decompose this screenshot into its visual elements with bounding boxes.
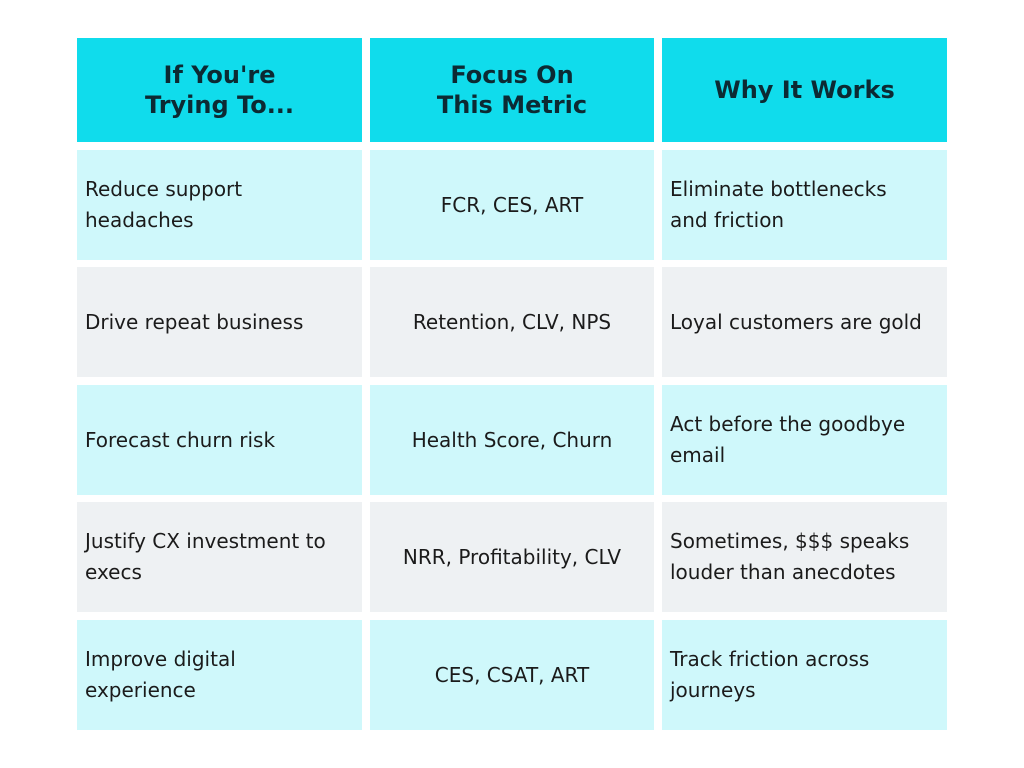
cell-text: Justify CX investment to <box>85 529 326 553</box>
table-cell: Eliminate bottlenecks and friction <box>662 150 947 260</box>
table-cell: Health Score, Churn <box>370 385 654 495</box>
cell-text: If You're <box>163 61 276 89</box>
table-cell: CES, CSAT, ART <box>370 620 654 730</box>
cell-text: Sometimes, $$$ speaks <box>670 529 910 553</box>
table-cell: Improve digital experience <box>77 620 362 730</box>
table-cell: Drive repeat business <box>77 267 362 377</box>
cell-text: Act before the goodbye <box>670 412 906 436</box>
cell-text: execs <box>85 560 142 584</box>
cell-text: FCR, CES, ART <box>440 192 584 217</box>
cell-text: and friction <box>670 208 785 232</box>
cell-text: Drive repeat business <box>85 309 304 334</box>
header-cell: Why It Works <box>662 38 947 142</box>
table-cell: Act before the goodbye email <box>662 385 947 495</box>
table-cell: Track friction across journeys <box>662 620 947 730</box>
cell-text: Improve digital <box>85 647 236 671</box>
table-cell: Loyal customers are gold <box>662 267 947 377</box>
cell-text: experience <box>85 678 196 702</box>
cell-text: Forecast churn risk <box>85 427 276 452</box>
cell-text: Loyal customers are gold <box>670 309 922 334</box>
table-cell: Forecast churn risk <box>77 385 362 495</box>
cell-text: NRR, Profitability, CLV <box>402 544 622 569</box>
header-cell: If You're Trying To... <box>77 38 362 142</box>
cell-text: CES, CSAT, ART <box>434 662 590 687</box>
cell-text: Why It Works <box>714 76 895 104</box>
cell-text: email <box>670 443 726 467</box>
table-cell: NRR, Profitability, CLV <box>370 502 654 612</box>
table-cell: Sometimes, $$$ speaks louder than anecdot… <box>662 502 947 612</box>
cell-text: Eliminate bottlenecks <box>670 177 887 201</box>
table-cell: Retention, CLV, NPS <box>370 267 654 377</box>
table-cell: Reduce support headaches <box>77 150 362 260</box>
cell-text: Retention, CLV, NPS <box>412 309 612 334</box>
cell-text: headaches <box>85 208 194 232</box>
cell-text: louder than anecdotes <box>670 560 896 584</box>
table-cell: FCR, CES, ART <box>370 150 654 260</box>
cell-text: Focus On <box>450 61 574 89</box>
table-cell: Justify CX investment to execs <box>77 502 362 612</box>
cell-text: Reduce support <box>85 177 243 201</box>
cell-text: This Metric <box>436 91 588 119</box>
cell-text: Track friction across <box>670 647 870 671</box>
cell-text: Trying To... <box>144 91 295 119</box>
cell-text: Health Score, Churn <box>411 427 613 452</box>
header-cell: Focus On This Metric <box>370 38 654 142</box>
cell-text: journeys <box>670 678 756 702</box>
